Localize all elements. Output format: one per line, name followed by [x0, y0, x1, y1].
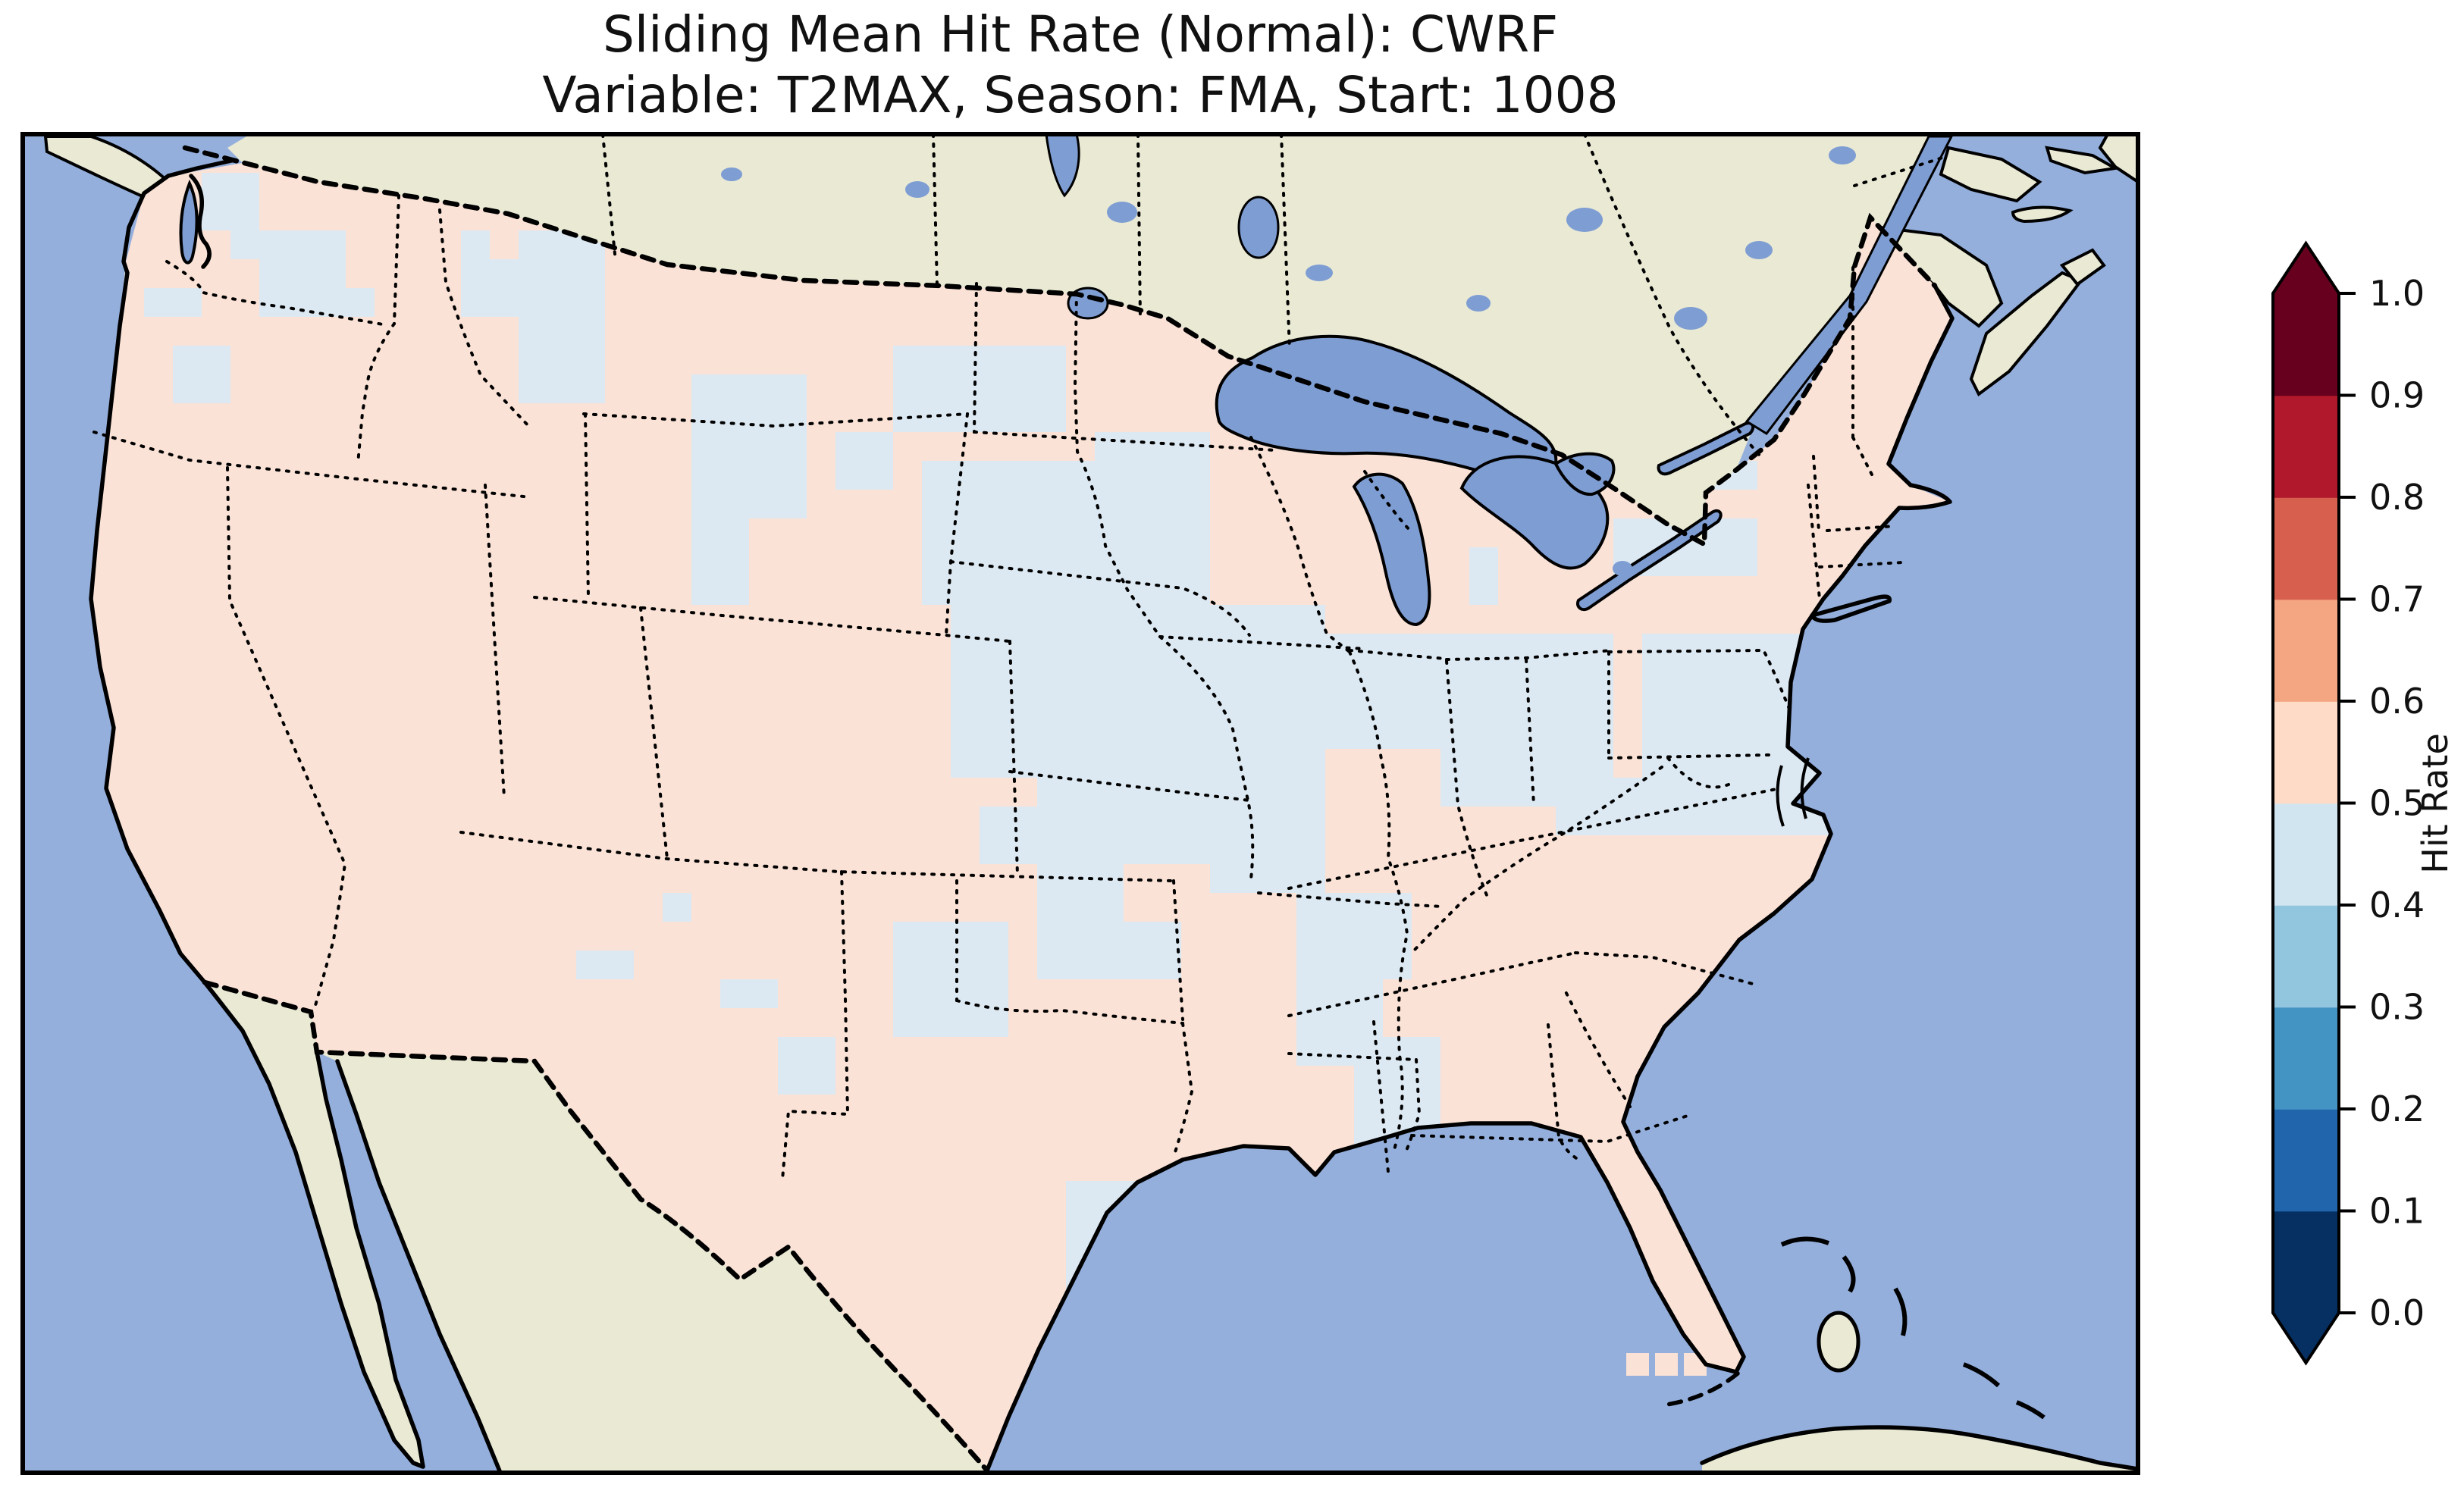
- colorbar: 0.0 0.1 0.2 0.3 0.4 0.5 0.6 0.7 0.8 0.9 1.0: [2271, 240, 2425, 1366]
- colorbar-bin-0.4-0.5: [2273, 803, 2339, 906]
- long-island-bahamas: [1962, 1362, 2001, 1388]
- colorbar-bin-0.5-0.6: [2273, 701, 2339, 804]
- colorbar-bin-0.8-0.9: [2273, 395, 2339, 498]
- state-borders: [92, 134, 1944, 1181]
- mexico-land: [317, 1052, 987, 1473]
- low-bin-patch: [1095, 432, 1210, 605]
- low-bin-patch: [835, 432, 893, 490]
- colorbar-tick-label: 0.8: [2369, 477, 2425, 518]
- colorbar-over-arrow: [2273, 243, 2339, 293]
- low-bin-patch: [893, 346, 1066, 432]
- low-bin-patch: [1037, 922, 1181, 979]
- chesapeake-inlets: [1776, 757, 1810, 827]
- colorbar-tick-label: 0.6: [2369, 681, 2425, 722]
- colorbar-bin-0.9-1.0: [2273, 293, 2339, 396]
- us-canada-border: [182, 145, 1938, 549]
- low-bin-patch: [778, 1037, 835, 1095]
- colorbar-bin-0.3-0.4: [2273, 905, 2339, 1008]
- puget-sound: [179, 179, 199, 265]
- low-bin-patch: [893, 922, 1008, 1037]
- eleuthera-island: [1893, 1287, 1908, 1336]
- map-frame: [20, 132, 2140, 1475]
- pei-land: [2011, 205, 2074, 224]
- low-bin-patch: [576, 951, 634, 979]
- low-bin-patch: [980, 807, 1037, 864]
- low-bin-patch: [663, 893, 691, 922]
- nova-scotia-land: [1969, 271, 2084, 397]
- cape-breton-land: [2059, 248, 2106, 287]
- cuba-coast: [1700, 1425, 2138, 1471]
- lake-ontario: [1657, 421, 1755, 476]
- newfoundland-corner-land: [2098, 134, 2138, 184]
- colorbar-bin-0.0-0.1: [2273, 1211, 2339, 1314]
- colorbar-tick-label: 0.4: [2369, 885, 2425, 926]
- grand-bahama-island: [1780, 1236, 1830, 1247]
- colorbar-bin-0.6-0.7: [2273, 599, 2339, 702]
- colorbar-bin-0.1-0.2: [2273, 1109, 2339, 1212]
- lake-winnipeg: [1045, 134, 1080, 198]
- colorbar-tick-label: 0.5: [2369, 783, 2425, 824]
- low-bin-patch: [1296, 893, 1412, 979]
- low-bin-patch: [461, 230, 490, 317]
- gaspe-land: [1939, 146, 2042, 203]
- long-island: [1810, 594, 1892, 623]
- georgian-bay: [1553, 452, 1616, 496]
- anticosti-land: [2045, 146, 2121, 175]
- colorbar-tick-label: 0.2: [2369, 1088, 2425, 1129]
- low-bin-patch: [720, 979, 778, 1008]
- colorbar-bin-0.7-0.8: [2273, 497, 2339, 600]
- low-bin-patch: [346, 288, 375, 317]
- keys-cell: [1655, 1353, 1678, 1376]
- colorbar-tick-label: 0.7: [2369, 579, 2425, 620]
- keys-cell: [1626, 1353, 1649, 1376]
- low-bin-patch: [519, 230, 605, 403]
- chart-subtitle: Variable: T2MAX, Season: FMA, Start: 100…: [542, 66, 1618, 124]
- lake-michigan: [1352, 472, 1431, 627]
- us-mexico-border: [202, 979, 990, 1473]
- colorbar-under-arrow: [2273, 1313, 2339, 1363]
- baja-coast: [202, 980, 425, 1469]
- canada-land: [227, 134, 1938, 544]
- low-bin-patch: [490, 259, 519, 317]
- lake-nipigon: [1237, 196, 1280, 259]
- low-bin-patch: [1037, 634, 1210, 864]
- low-bin-patch: [691, 490, 749, 605]
- colorbar-tick-label: 0.0: [2369, 1292, 2425, 1333]
- low-bin-patch: [259, 230, 346, 317]
- florida-keys: [1660, 1371, 1740, 1408]
- baja-california-land: [205, 982, 423, 1467]
- low-bin-patch: [173, 346, 230, 403]
- bahamas-islet: [2015, 1400, 2045, 1420]
- non-us-land: [43, 134, 2138, 1473]
- chart-title: Sliding Mean Hit Rate (Normal): CWRF: [603, 5, 1558, 64]
- colorbar-tick-label: 0.3: [2369, 987, 2425, 1028]
- colorbar-label: Hit Rate: [2415, 733, 2456, 874]
- low-bin-patch: [1469, 547, 1498, 605]
- national-borders: [182, 145, 1938, 1473]
- abaco-island: [1842, 1255, 1856, 1293]
- colorbar-tick-label: 0.1: [2369, 1191, 2425, 1232]
- puget-coast-detail: [166, 158, 234, 269]
- small-canadian-lakes: [721, 146, 1856, 576]
- atlantic-gulf-coast: [985, 283, 1955, 1473]
- map-axes: [20, 132, 2140, 1475]
- colorbar-tick-label: 1.0: [2369, 273, 2425, 314]
- colorbar-bin-0.2-0.3: [2273, 1007, 2339, 1110]
- keys-cell: [1684, 1353, 1707, 1376]
- cuba-land: [1702, 1427, 2138, 1473]
- florida-keys-cells: [1626, 1353, 1707, 1376]
- mexico-gulf-of-california-coast: [335, 1059, 503, 1473]
- low-bin-patch: [144, 288, 202, 317]
- andros-island: [1817, 1311, 1861, 1373]
- pacific-coast: [89, 174, 207, 985]
- coastlines: [89, 158, 2138, 1473]
- low-bin-patch: [230, 173, 259, 259]
- colorbar-tick-label: 0.9: [2369, 375, 2425, 416]
